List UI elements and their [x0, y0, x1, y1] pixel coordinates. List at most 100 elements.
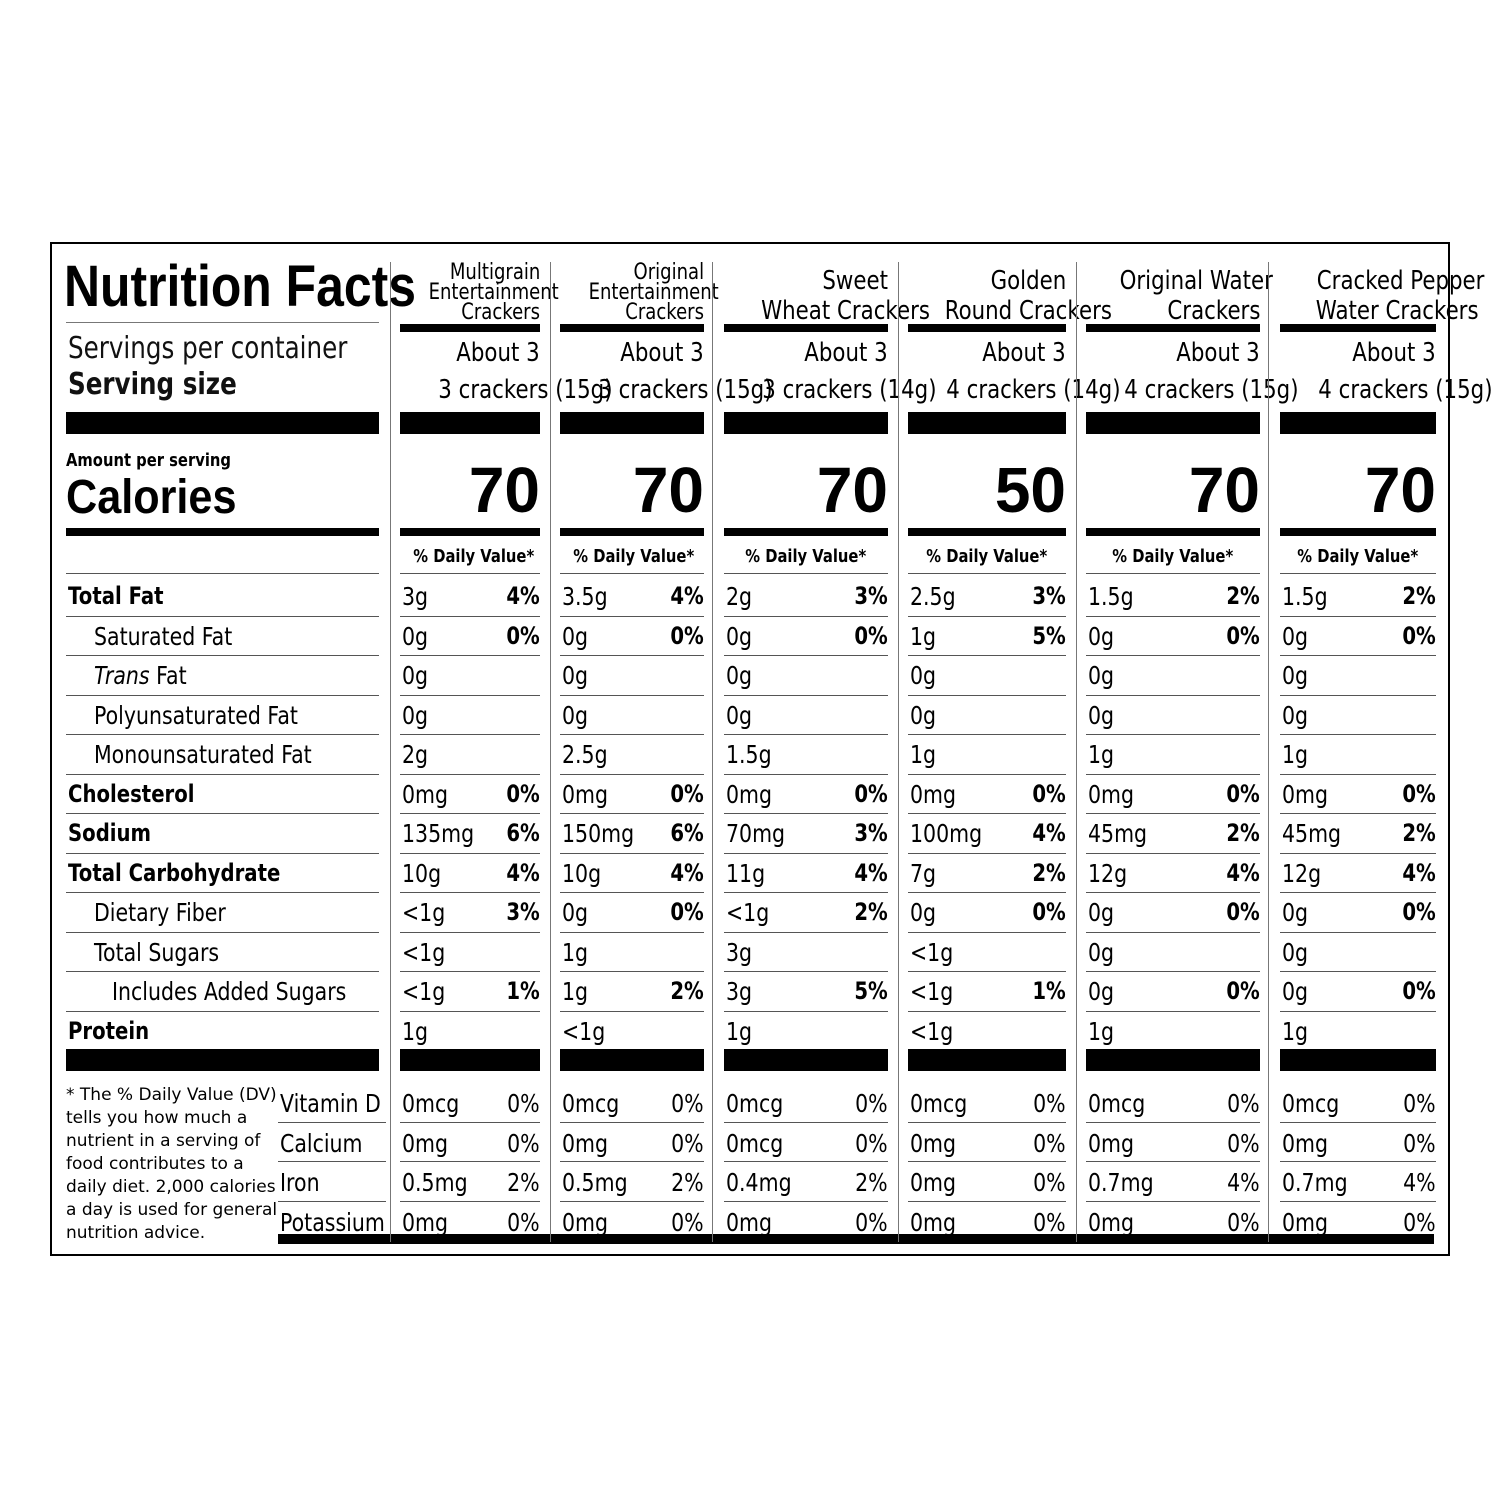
medium-rule — [1086, 324, 1260, 332]
nutrient-amount: 0g — [562, 661, 589, 690]
row-divider — [400, 573, 540, 574]
thick-rule — [1280, 1049, 1436, 1071]
footnote: * The % Daily Value (DV) tells you how m… — [66, 1085, 278, 1243]
nutrient-amount: 3g — [402, 582, 429, 611]
vitamin-amount: 0.5mg — [562, 1168, 628, 1197]
nutrient-daily-value: 4% — [854, 858, 888, 887]
nutrient-amount: 0g — [562, 700, 589, 730]
calories-label: Calories — [66, 471, 237, 524]
nutrient-daily-value: 0% — [1402, 898, 1436, 926]
thick-rule — [66, 1049, 379, 1071]
nutrient-amount: 0g — [1088, 977, 1115, 1006]
row-divider — [400, 773, 540, 775]
row-divider — [400, 892, 540, 893]
daily-value-header: % Daily Value* — [1297, 546, 1419, 567]
nutrient-amount: 1g — [402, 1016, 429, 1046]
row-divider — [560, 971, 704, 972]
nutrient-daily-value: 6% — [506, 819, 540, 847]
row-divider — [724, 1121, 888, 1123]
row-divider — [66, 892, 379, 893]
medium-rule — [908, 324, 1066, 332]
nutrient-daily-value: 3% — [854, 582, 888, 610]
nutrient-daily-value: 4% — [670, 582, 704, 610]
vitamin-amount: 0mg — [910, 1168, 957, 1197]
row-divider — [908, 1121, 1066, 1123]
row-divider — [560, 655, 704, 656]
vitamin-daily-value: 0% — [1403, 1128, 1436, 1158]
nutrient-amount: 0g — [1282, 898, 1309, 927]
row-divider — [1086, 1121, 1260, 1123]
serving-size-value: 4 crackers (14g) — [946, 375, 1121, 405]
product-name-line: Original Water — [1119, 266, 1273, 296]
nutrient-daily-value: 0% — [1402, 977, 1436, 1005]
row-divider — [724, 1200, 888, 1202]
medium-rule — [400, 324, 540, 332]
row-divider — [560, 1010, 704, 1012]
nutrient-amount: <1g — [726, 898, 770, 927]
nutrient-amount: 0g — [910, 898, 937, 927]
nutrient-amount: 2.5g — [562, 740, 608, 769]
nutrient-amount: 100mg — [910, 819, 983, 848]
product-name-line: Round Crackers — [944, 296, 1112, 326]
nutrient-amount: 0mg — [402, 779, 449, 809]
thick-rule — [400, 1049, 540, 1071]
row-divider — [1280, 734, 1436, 735]
row-divider — [1086, 1200, 1260, 1202]
nutrient-daily-value: 3% — [854, 819, 888, 847]
product-name-line: Multigrain — [449, 260, 540, 285]
servings-value: About 3 — [1176, 338, 1260, 368]
row-divider — [1280, 1161, 1436, 1162]
vitamin-daily-value: 0% — [671, 1128, 704, 1158]
nutrient-amount: 12g — [1088, 858, 1128, 888]
vitamin-daily-value: 0% — [507, 1207, 540, 1237]
row-divider — [400, 655, 540, 656]
row-divider — [560, 734, 704, 735]
row-divider — [1086, 773, 1260, 775]
column-separator — [898, 262, 899, 1242]
serving-size-label: Serving size — [68, 367, 237, 402]
product-name-line: Crackers — [625, 300, 704, 325]
row-divider — [724, 813, 888, 814]
vitamin-daily-value: 0% — [1227, 1128, 1260, 1158]
nutrient-amount: 2g — [726, 582, 753, 611]
row-divider — [1280, 971, 1436, 972]
servings-value: About 3 — [804, 338, 888, 368]
nutrient-label: Monounsaturated Fat — [94, 740, 312, 769]
nutrient-amount: 11g — [726, 858, 766, 888]
calories-value: 50 — [994, 454, 1066, 526]
nutrient-daily-value: 2% — [1402, 582, 1436, 610]
row-divider — [560, 892, 704, 893]
nutrient-amount: 0g — [1282, 700, 1309, 730]
row-divider — [1280, 694, 1436, 696]
servings-value: About 3 — [456, 338, 540, 368]
vitamin-amount: 0mcg — [1088, 1089, 1146, 1118]
vitamin-daily-value: 0% — [1033, 1089, 1066, 1118]
row-divider — [1280, 1121, 1436, 1123]
vitamin-label: Calcium — [280, 1128, 363, 1158]
nutrient-label: Total Carbohydrate — [68, 858, 281, 887]
vitamin-amount: 0.5mg — [402, 1168, 468, 1197]
row-divider — [278, 1200, 386, 1202]
nutrient-daily-value: 4% — [670, 858, 704, 887]
thick-rule — [1086, 1049, 1260, 1071]
row-divider — [400, 813, 540, 814]
row-divider — [400, 1010, 540, 1012]
vitamin-daily-value: 0% — [1033, 1128, 1066, 1158]
row-divider — [1086, 813, 1260, 814]
row-divider — [400, 1161, 540, 1162]
row-divider — [1086, 615, 1260, 617]
vitamin-amount: 0mg — [402, 1128, 449, 1158]
medium-rule — [1280, 324, 1436, 332]
row-divider — [908, 971, 1066, 972]
vitamin-amount: 0mcg — [1282, 1089, 1340, 1118]
vitamin-amount: 0mg — [726, 1207, 773, 1237]
row-divider — [66, 615, 379, 617]
column-separator — [390, 262, 391, 1242]
vitamin-daily-value: 0% — [855, 1207, 888, 1237]
row-divider — [724, 694, 888, 696]
row-divider — [1280, 655, 1436, 656]
nutrient-amount: 0mg — [562, 779, 609, 809]
row-divider — [908, 734, 1066, 735]
row-divider — [1280, 931, 1436, 933]
nutrient-amount: 3g — [726, 977, 753, 1006]
